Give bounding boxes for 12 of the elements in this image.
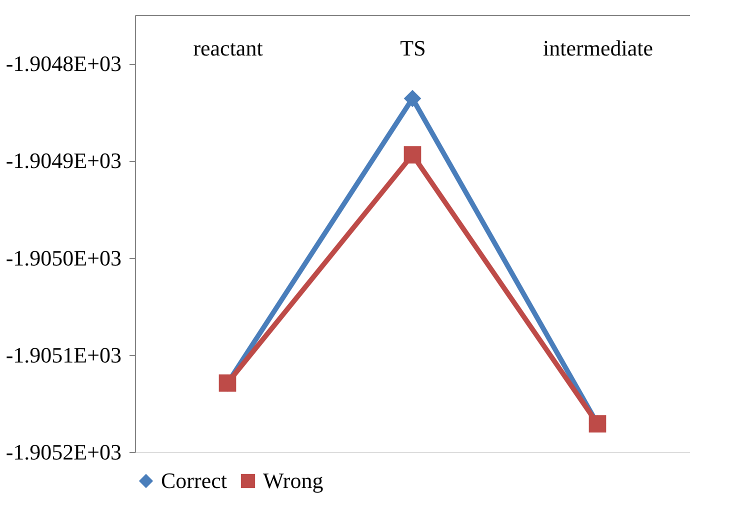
- y-tick-label: -1.9051E+03: [6, 342, 122, 368]
- y-tick-label: -1.9050E+03: [6, 245, 122, 270]
- y-tick-label: -1.9048E+03: [6, 51, 122, 76]
- legend-label: Correct: [161, 468, 227, 493]
- y-tick-label: -1.9049E+03: [6, 148, 122, 174]
- y-tick-label: -1.9052E+03: [6, 440, 122, 464]
- x-tick-label: TS: [400, 36, 426, 60]
- point: [404, 146, 422, 164]
- x-tick-label: intermediate: [543, 36, 653, 60]
- x-tick-label: reactant: [193, 36, 263, 60]
- legend-label: Wrong: [263, 468, 324, 493]
- point: [404, 90, 422, 108]
